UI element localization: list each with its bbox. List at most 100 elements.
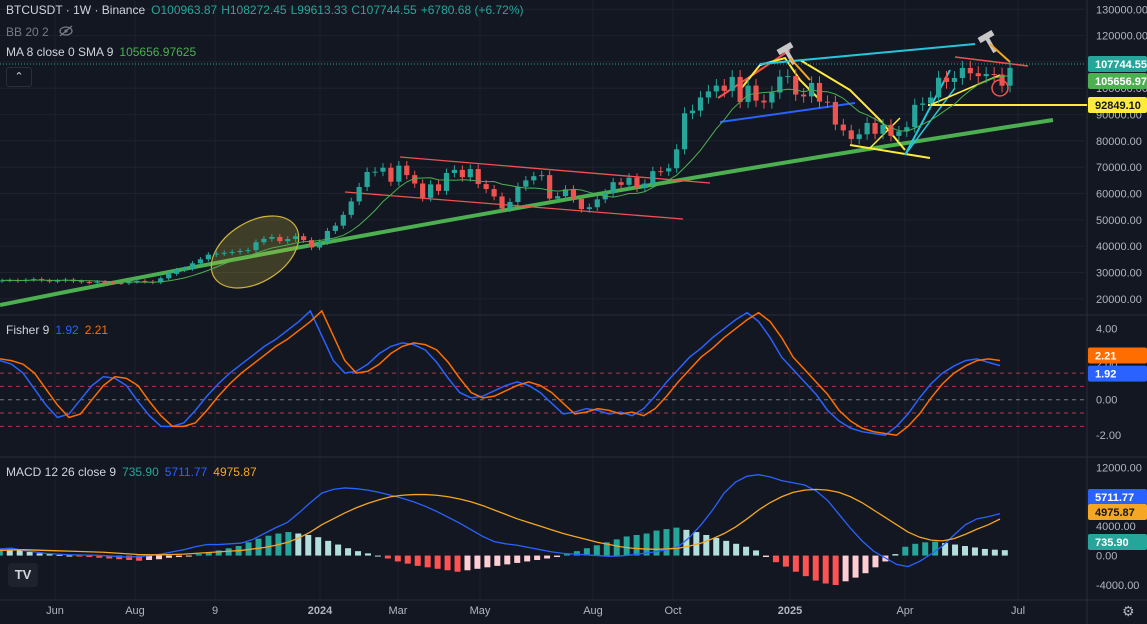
close-value: C107744.55 (351, 3, 417, 17)
candle-body-63 (499, 196, 505, 209)
candle-body-91 (721, 85, 727, 91)
ma-value: 105656.97625 (119, 45, 197, 59)
candle-body-22 (174, 269, 180, 274)
candle-body-64 (507, 201, 513, 209)
candle-body-30 (237, 250, 243, 252)
collapse-legend-button[interactable]: ⌃ (6, 67, 32, 87)
candle-body-94 (745, 85, 751, 102)
candle-body-15 (118, 283, 124, 285)
symbol-legend[interactable]: BTCUSDT · 1W · Binance O100963.87 H108272.… (6, 3, 529, 17)
macd-hist-bar-87 (862, 555, 869, 574)
macd-hist-bar-37 (364, 553, 371, 556)
candle-body-118 (935, 77, 942, 98)
macd-hist-bar-85 (842, 555, 849, 582)
macd-hist-bar-5 (46, 554, 53, 556)
gear-icon[interactable]: ⚙ (1122, 603, 1135, 619)
candle-body-98 (777, 76, 783, 93)
macd-hist-bar-8 (76, 555, 83, 557)
candle-body-59 (467, 169, 473, 178)
macd-hist-bar-86 (852, 555, 859, 578)
macd-hist-bar-69 (683, 529, 690, 556)
candle-body-101 (801, 94, 807, 97)
ma-label[interactable]: MA 8 close 0 SMA 9 (6, 45, 114, 59)
candle-body-17 (134, 280, 140, 282)
macd-hist-bar-38 (374, 555, 381, 557)
macd-legend[interactable]: MACD 12 26 close 9 735.90 5711.77 4975.87 (6, 465, 263, 479)
macd-hist-bar-2 (16, 550, 23, 556)
price-tick-9: 40000.00 (1096, 241, 1142, 253)
candle-body-44 (348, 201, 354, 215)
macd-hist-bar-62 (613, 539, 620, 556)
candle-body-50 (396, 165, 402, 182)
support-badge: 92849.10 (1095, 100, 1141, 112)
channel-lower-line (344, 191, 684, 220)
hammer-head (977, 29, 995, 44)
macd-hist-bar-79 (782, 555, 789, 567)
fisher-levels (0, 372, 1085, 427)
fisher-legend[interactable]: Fisher 9 1.92 2.21 (6, 323, 114, 337)
candle-body-110 (872, 122, 878, 134)
macd-hist-bar-7 (66, 555, 73, 557)
candle-body-67 (531, 176, 537, 181)
price-tick-0: 130000.00 (1096, 4, 1147, 16)
fisher-label[interactable]: Fisher 9 (6, 323, 50, 337)
macd-hist-bar-54 (534, 555, 541, 560)
candle-body-31 (245, 250, 251, 252)
macd-hist-bar-4 (36, 553, 43, 556)
macd-hist-bar-71 (703, 534, 710, 556)
price-tick-8: 50000.00 (1096, 215, 1142, 227)
bb-legend[interactable]: BB 20 2 (6, 25, 80, 40)
fisher-tick-3: -2.00 (1096, 430, 1121, 442)
candle-body-13 (102, 281, 108, 283)
time-tick-8: 2025 (778, 605, 802, 617)
candle-body-99 (785, 76, 791, 78)
candle-body-34 (269, 236, 275, 239)
time-tick-9: Apr (896, 605, 913, 617)
candle-body-40 (316, 242, 323, 248)
eye-off-icon[interactable] (58, 25, 74, 40)
candle-body-106 (840, 124, 846, 131)
macd-hist-bar-95 (942, 543, 949, 556)
macd-hist-bar-48 (474, 555, 481, 569)
cyan-up-line (904, 69, 951, 156)
chevron-up-icon: ⌃ (14, 71, 24, 83)
macd-hist-bar-16 (156, 555, 163, 560)
cyan-up-line-2 (904, 87, 956, 156)
macd-hist-bar-35 (345, 548, 352, 556)
candle-body-117 (928, 97, 934, 104)
candle-body-45 (356, 186, 362, 202)
candle-body-109 (864, 122, 870, 135)
bb-label[interactable]: BB 20 2 (6, 25, 49, 39)
macd-hist-badge: 735.90 (1095, 537, 1129, 549)
blue-wedge-line (719, 102, 856, 123)
time-tick-2: 9 (212, 605, 218, 617)
time-tick-6: Aug (583, 605, 603, 617)
ma-legend[interactable]: MA 8 close 0 SMA 9 105656.97625 (6, 45, 202, 59)
macd-hist-bar-88 (872, 555, 879, 568)
symbol-title[interactable]: BTCUSDT · 1W · Binance (6, 3, 146, 17)
macd-hist-bar-93 (922, 542, 929, 556)
red-top-line (954, 56, 1029, 67)
time-tick-0: Jun (46, 605, 64, 617)
tradingview-logo[interactable]: TV (8, 563, 38, 587)
candle-body-43 (340, 214, 346, 226)
macd-hist-bar-17 (165, 555, 172, 558)
macd-hist-bar-45 (444, 555, 451, 571)
macd-hist-bar-19 (185, 555, 192, 557)
candle-body-111 (880, 124, 886, 134)
macd-label[interactable]: MACD 12 26 close 9 (6, 465, 117, 479)
macd-hist-bar-73 (723, 540, 730, 556)
candle-body-28 (221, 252, 227, 254)
candle-body-120 (951, 77, 958, 82)
macd-hist-bar-61 (603, 542, 610, 556)
macd-hist-bar-63 (623, 536, 630, 556)
candle-body-26 (205, 254, 211, 260)
macd-hist-bar-13 (126, 555, 133, 560)
macd-hist-badge-bg (1088, 534, 1147, 550)
macd-hist-bar-42 (414, 555, 421, 566)
candle-body-84 (666, 168, 672, 172)
hammer-head (776, 41, 794, 56)
time-tick-1: Aug (125, 605, 145, 617)
macd-hist-bar-36 (355, 551, 362, 556)
